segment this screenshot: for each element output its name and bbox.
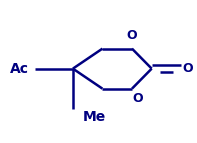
Text: Ac: Ac <box>10 62 29 76</box>
Text: O: O <box>127 29 137 42</box>
Text: O: O <box>133 92 143 105</box>
Text: O: O <box>183 62 193 75</box>
Text: Me: Me <box>83 110 106 124</box>
